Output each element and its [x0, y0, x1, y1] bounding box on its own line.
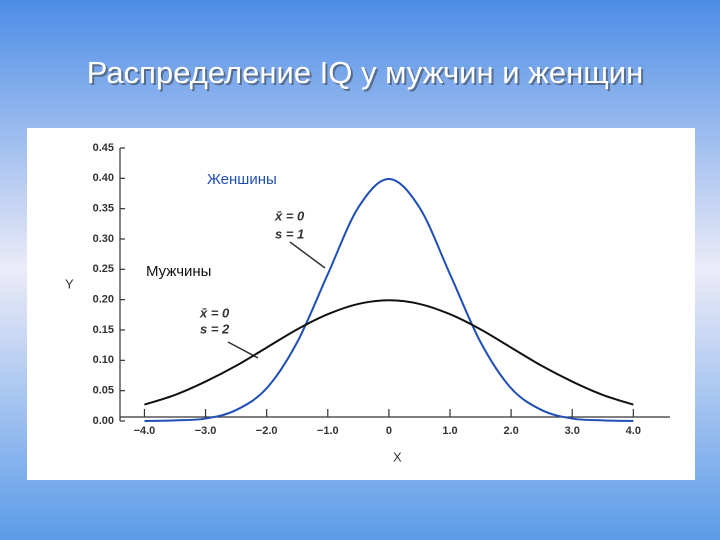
x-tick-label: 1.0: [442, 425, 457, 437]
annotation: s = 1: [275, 226, 304, 241]
x-tick-label: 4.0: [626, 425, 641, 437]
pointer-arrow: [289, 241, 326, 269]
y-tick-label: 0.05: [93, 385, 114, 397]
annotation: x̄ = 0: [274, 208, 305, 223]
y-tick-label: 0.25: [93, 263, 114, 275]
y-tick-label: 0.30: [93, 233, 114, 245]
series-label: Женшины: [207, 171, 277, 188]
title-shadow: Распределение IQ у мужчин и женщин: [89, 57, 645, 92]
y-tick-label: 0.20: [93, 294, 114, 306]
x-tick-label: 0: [386, 425, 392, 437]
y-tick-label: 0.00: [93, 415, 114, 427]
y-tick-label: 0.15: [93, 324, 114, 336]
x-tick-label: 2.0: [503, 425, 518, 437]
annotation: x̄ = 0: [199, 305, 230, 320]
x-tick-label: 3.0: [565, 425, 580, 437]
y-tick-label: 0.35: [93, 203, 114, 215]
x-tick-label: −2.0: [256, 425, 278, 437]
series-label: Мужчины: [146, 263, 211, 280]
y-tick-label: 0.40: [93, 172, 114, 184]
annotation: s = 2: [200, 321, 230, 336]
x-tick-label: −4.0: [134, 425, 156, 437]
y-tick-label: 0.45: [93, 142, 114, 154]
y-tick-label: 0.10: [93, 354, 114, 366]
x-tick-label: −3.0: [195, 425, 217, 437]
x-axis-label: X: [393, 449, 402, 464]
curve: [144, 177, 634, 422]
chart-title: Распределение IQ у мужчин и женщин: [87, 55, 643, 90]
curve: [144, 299, 634, 406]
x-tick-label: −1.0: [317, 425, 339, 437]
y-axis-label: Y: [65, 276, 74, 291]
